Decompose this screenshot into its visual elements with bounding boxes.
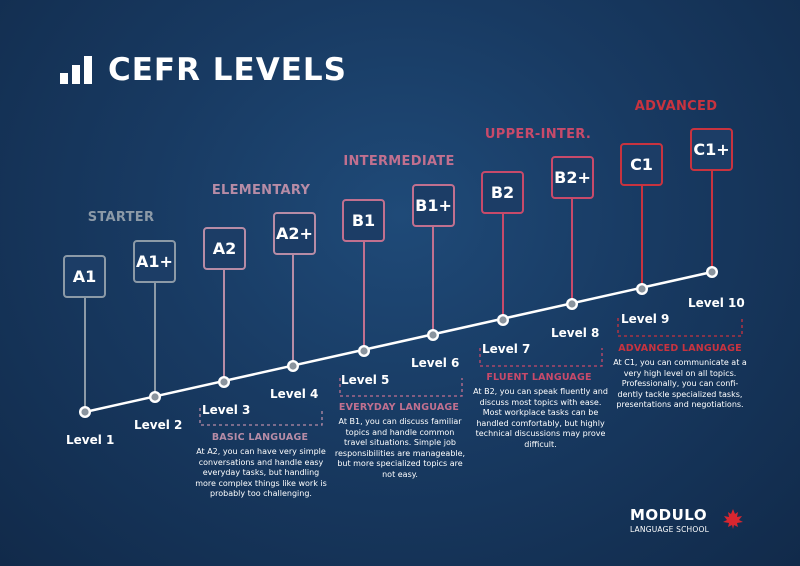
level-box-b1: B1 xyxy=(342,199,385,242)
basic-language-heading: BASIC LANGUAGE xyxy=(211,432,309,443)
level-node-center xyxy=(429,331,437,339)
brand-logo-block: MODULO LANGUAGE SCHOOL xyxy=(630,506,745,534)
basic-bracket xyxy=(199,408,323,426)
level-label-10: Level 10 xyxy=(688,296,745,310)
level-node-center xyxy=(289,362,297,370)
level-box-c1: C1 xyxy=(620,143,663,186)
level-label-1: Level 1 xyxy=(66,433,115,447)
advanced-bracket xyxy=(617,318,743,337)
category-starter: STARTER xyxy=(87,210,155,225)
level-node-center xyxy=(151,393,159,401)
fluent-language-text: At B2, you can speak fluently and discus… xyxy=(463,387,618,450)
level-box-a1plus: A1+ xyxy=(133,240,176,283)
desc-line: difficult. xyxy=(524,439,557,449)
level-label-4: Level 4 xyxy=(270,387,319,401)
desc-line: everyday tasks, but handling xyxy=(202,468,320,477)
level-label-6: Level 6 xyxy=(411,356,460,370)
level-label-2: Level 2 xyxy=(134,418,183,432)
everyday-language-heading: EVERYDAY LANGUAGE xyxy=(338,402,460,413)
desc-line: responsibilities are manageable, xyxy=(334,448,466,458)
brand-subtitle: LANGUAGE SCHOOL xyxy=(630,525,709,534)
level-label-9: Level 9 xyxy=(621,312,670,326)
level-box-a2: A2 xyxy=(203,227,246,270)
desc-line: Most workplace tasks can be xyxy=(482,408,599,417)
level-box-a2plus: A2+ xyxy=(273,212,316,255)
desc-line: very high level on all topics. xyxy=(623,368,737,378)
desc-line: topics and handle common xyxy=(345,427,455,437)
category-intermediate: INTERMEDIATE xyxy=(343,154,455,169)
level-label-8: Level 8 xyxy=(551,326,600,340)
desc-line: conversations and handle easy xyxy=(198,457,324,467)
bar-chart-icon xyxy=(60,56,92,84)
everyday-bracket xyxy=(339,378,463,397)
basic-language-text: At A2, you can have very simple conversa… xyxy=(185,447,337,500)
desc-line: At B1, you can discuss familiar xyxy=(338,417,462,426)
desc-line: technical discussions may prove xyxy=(475,429,606,438)
desc-line: travel situations. Simple job xyxy=(344,438,456,447)
level-node-center xyxy=(81,408,89,416)
desc-line: presentations and negotiations. xyxy=(616,400,744,409)
desc-line: handled comfortably, but highly xyxy=(476,418,605,428)
progress-line xyxy=(84,270,713,414)
level-node-center xyxy=(220,378,228,386)
brand-name: MODULO xyxy=(630,506,708,524)
level-node-center xyxy=(708,268,716,276)
level-label-5: Level 5 xyxy=(341,373,390,387)
title-text: CEFR LEVELS xyxy=(108,52,347,88)
level-node-center xyxy=(568,300,576,308)
category-advanced: ADVANCED xyxy=(634,99,718,114)
category-elementary: ELEMENTARY xyxy=(211,183,311,198)
level-box-b1plus: B1+ xyxy=(412,184,455,227)
desc-line: At A2, you can have very simple xyxy=(196,447,326,456)
category-upper-intermediate: UPPER-INTER. xyxy=(484,127,592,142)
advanced-language-text: At C1, you can communicate at a very hig… xyxy=(604,358,756,411)
level-node-center xyxy=(638,285,646,293)
level-box-b2: B2 xyxy=(481,171,524,214)
level-box-c1plus: C1+ xyxy=(690,128,733,171)
level-label-3: Level 3 xyxy=(202,403,251,417)
everyday-language-text: At B1, you can discuss familiar topics a… xyxy=(324,417,476,480)
level-label-7: Level 7 xyxy=(482,342,531,356)
desc-line: discuss most topics with ease. xyxy=(479,397,602,407)
desc-line: dently tackle specialized tasks, xyxy=(617,389,743,399)
desc-line: At C1, you can communicate at a xyxy=(613,358,747,367)
desc-line: At B2, you can speak fluently and xyxy=(473,387,608,396)
advanced-language-heading: ADVANCED LANGUAGE xyxy=(618,343,742,354)
desc-line: not easy. xyxy=(382,469,418,479)
desc-line: probably too challenging. xyxy=(210,489,312,498)
desc-line: but more specialized topics are xyxy=(337,459,463,468)
level-node-center xyxy=(360,347,368,355)
desc-line: Professionally, you can confi- xyxy=(621,379,739,388)
maple-leaf-icon xyxy=(723,509,743,529)
level-box-a1: A1 xyxy=(63,255,106,298)
fluent-bracket xyxy=(479,348,603,367)
page-title: CEFR LEVELS xyxy=(60,52,347,88)
desc-line: more complex things like work is xyxy=(195,478,327,488)
level-box-b2plus: B2+ xyxy=(551,156,594,199)
fluent-language-heading: FLUENT LANGUAGE xyxy=(486,372,592,383)
level-node-center xyxy=(499,316,507,324)
